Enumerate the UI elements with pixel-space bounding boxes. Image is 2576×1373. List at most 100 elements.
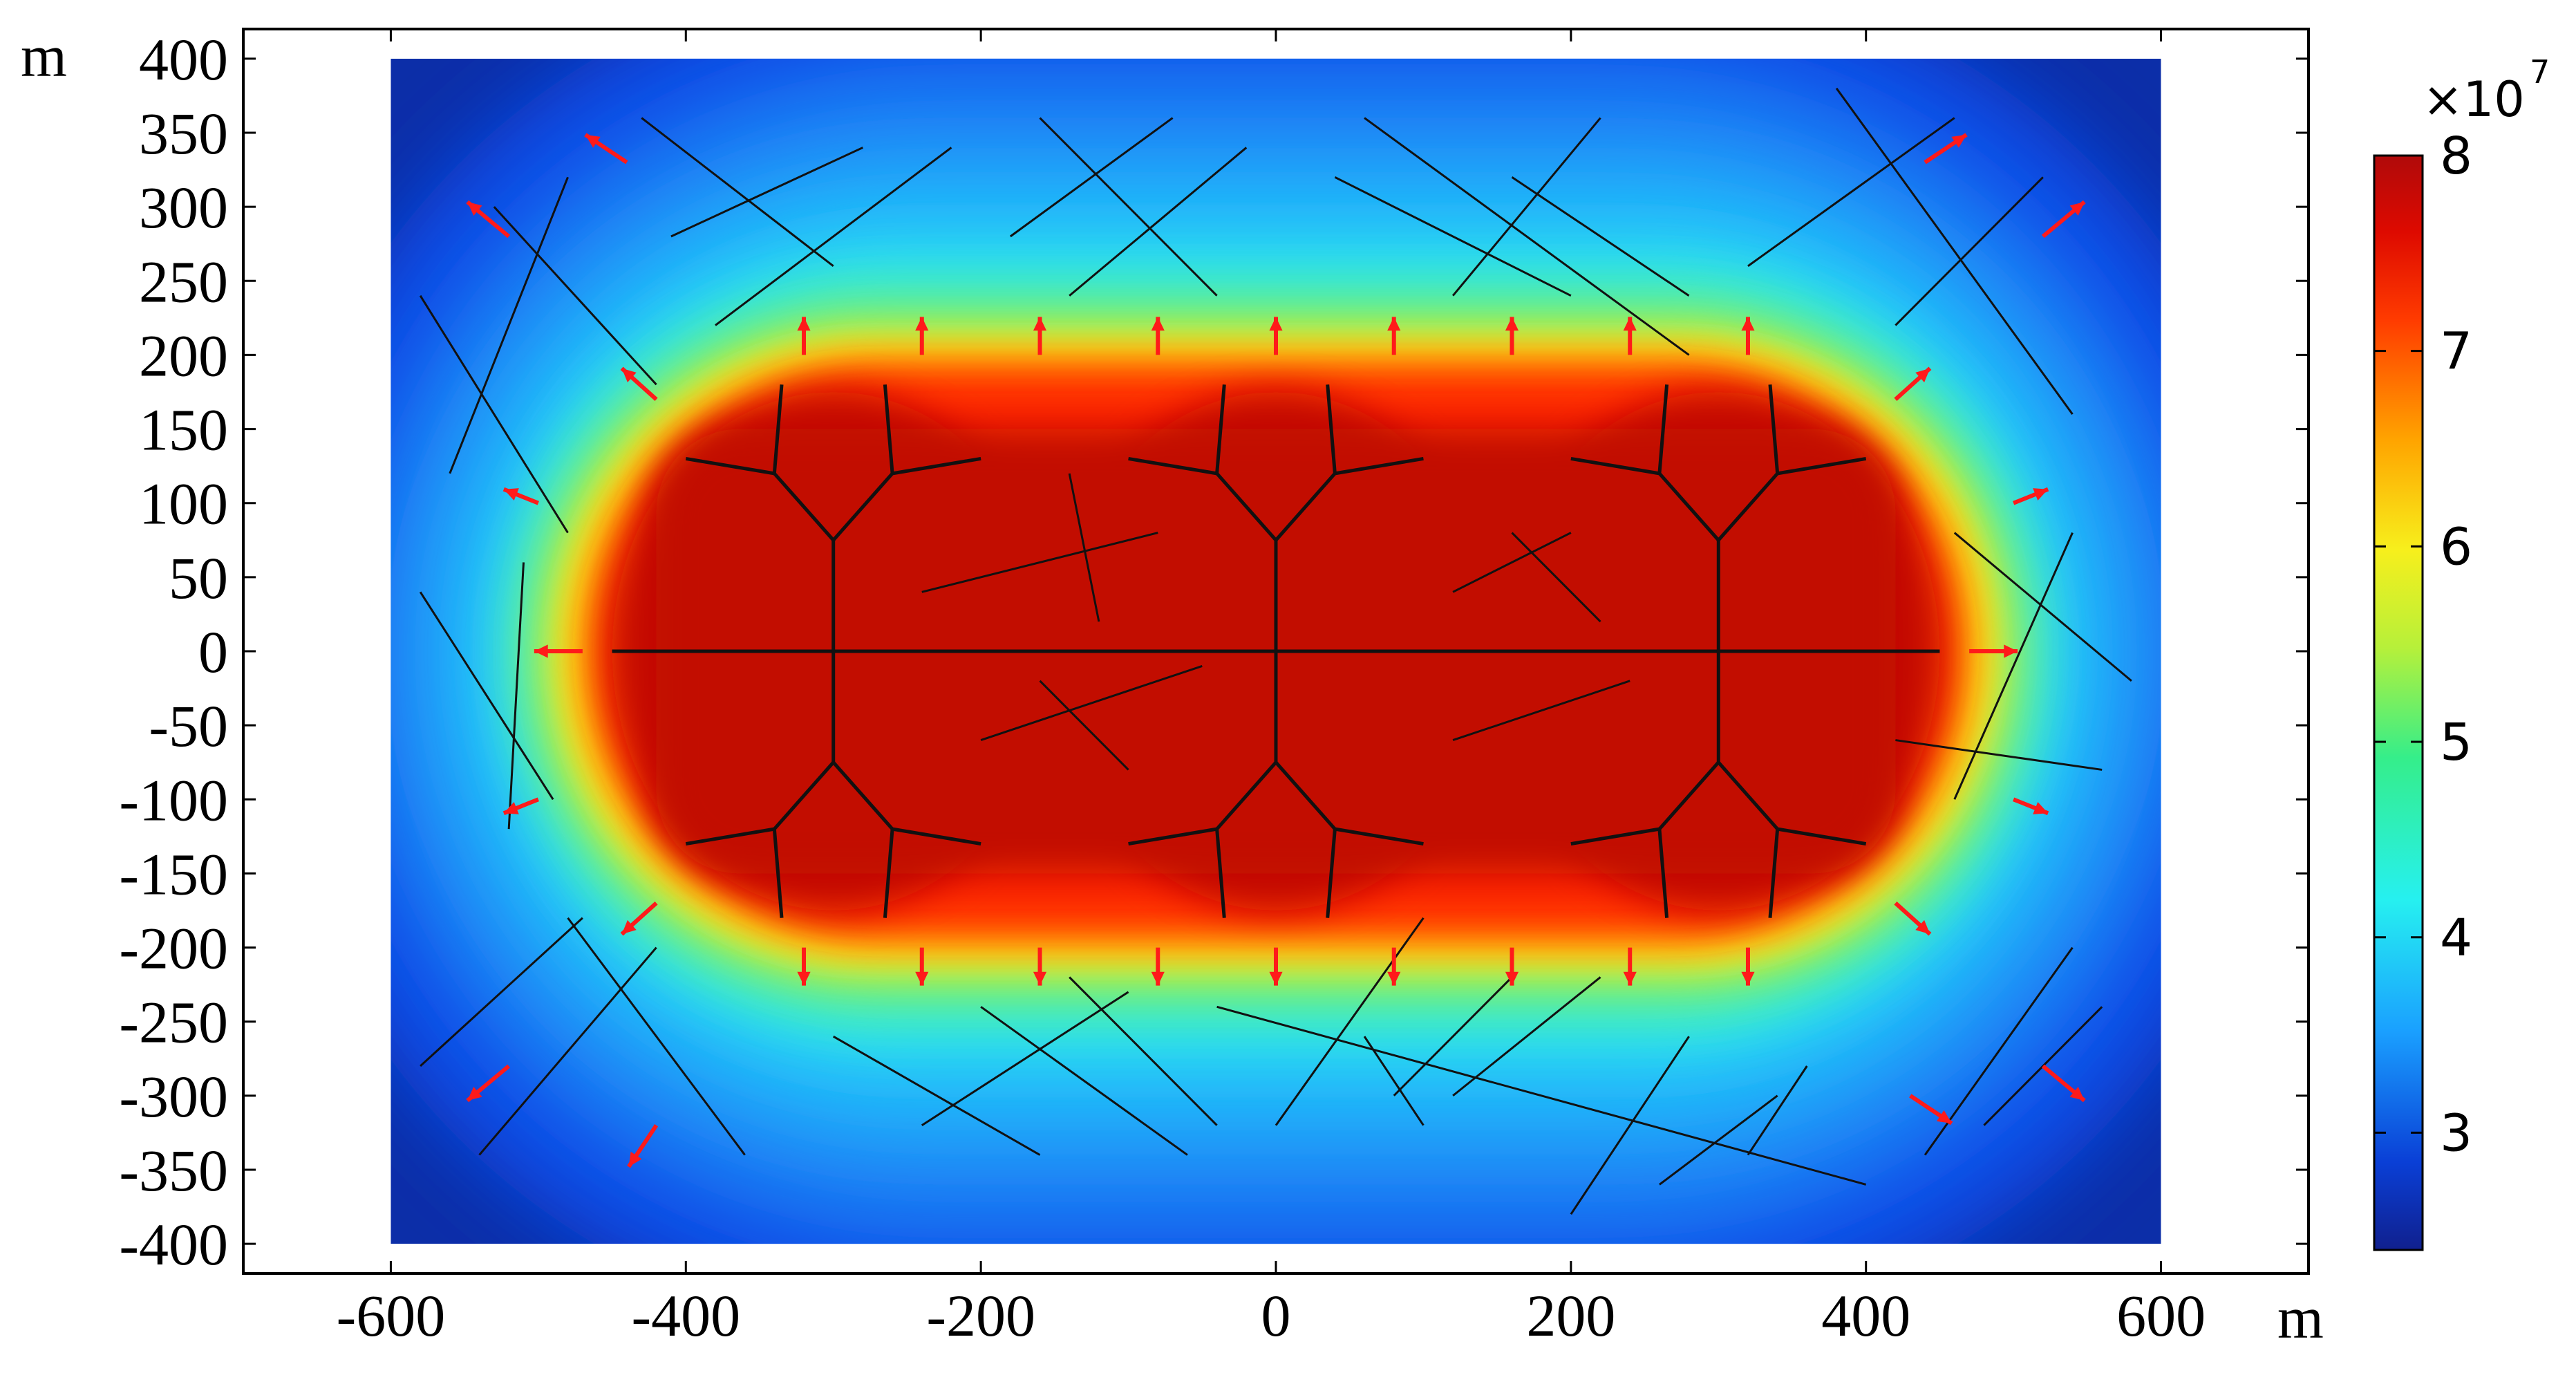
natural-fracture-11 [1451,117,1601,297]
natural-fracture-42 [1747,1065,1808,1156]
fracture-network [419,87,2132,1215]
arrow-diag-14 [627,1124,659,1168]
arrow-diag-7 [2013,797,2049,816]
tree-0-branch-r [831,761,894,830]
y-tick-label: 50 [169,545,228,611]
tree-1-twig-rr [1334,827,1424,846]
tree-1-twig-lv [1215,384,1226,474]
tree-2-twig-rr [1777,827,1867,846]
natural-fracture-6 [1009,117,1174,238]
natural-fracture-29 [567,917,746,1156]
tree-2-twig-lv [1657,828,1669,918]
tree-2-branch-r [1717,761,1779,830]
arrow-diag-5 [2013,487,2049,505]
natural-fracture-13 [1747,117,1955,268]
arrow-bottom-7 [1623,947,1637,986]
arrow-bottom-4 [1269,947,1283,986]
tree-0-twig-ll [685,456,775,476]
natural-fracture-38 [1216,1005,1867,1186]
tree-1-twig-lv [1215,828,1226,918]
x-tick-label: -600 [337,1282,446,1349]
natural-fracture-17 [1068,473,1100,622]
y-tick-label: -200 [119,915,228,982]
natural-fracture-30 [478,946,657,1156]
natural-fracture-24 [1953,532,2132,682]
arrow-diag-8 [466,200,511,239]
natural-fracture-28 [420,917,583,1067]
y-tick-label: -250 [119,989,228,1056]
natural-fracture-5 [715,147,952,326]
tree-2-branch-l [1658,472,1720,541]
natural-fracture-23 [1953,532,2074,800]
tree-0-branch-l [773,761,835,830]
y-axis-unit: m [21,23,67,89]
natural-fracture-41 [1659,1094,1778,1186]
natural-fracture-31 [832,1035,1041,1156]
arrow-top-4 [1269,317,1283,355]
tree-0-branch-l [773,472,835,541]
x-tick-label: 200 [1526,1282,1615,1349]
arrow-diag-12 [584,133,628,165]
tree-1-twig-rv [1326,384,1337,474]
arrow-top-8 [1741,317,1755,355]
natural-fracture-27 [507,562,525,830]
natural-fracture-1 [493,206,657,386]
arrow-bottom-5 [1387,947,1401,986]
arrow-diag-0 [620,366,658,401]
natural-fracture-34 [1069,976,1218,1126]
arrow-top-3 [1151,317,1165,355]
arrow-bottom-8 [1741,947,1755,986]
natural-fracture-40 [1570,1036,1690,1215]
arrow-diag-9 [2041,200,2086,239]
natural-fracture-35 [1275,917,1425,1126]
arrow-diag-4 [502,487,539,505]
tree-2-twig-ll [1570,456,1660,476]
y-tick-label: 400 [139,26,228,93]
arrow-diag-2 [620,902,658,936]
y-tick-label: 150 [139,397,228,463]
tree-0-twig-rr [892,827,981,846]
tree-1-branch-r [1275,472,1337,541]
arrow-top-0 [797,317,811,355]
natural-fracture-21 [1511,532,1601,623]
arrow-diag-10 [466,1064,511,1103]
natural-fracture-10 [1334,176,1572,297]
colorbar-ticks: 3 4 5 6 7 8 [2374,127,2472,1163]
tree-2-twig-rr [1777,456,1867,476]
natural-fracture-19 [1039,680,1129,771]
y-tick-label: -350 [119,1137,228,1204]
natural-fracture-22 [1452,680,1630,741]
arrow-diag-1 [1894,366,1932,401]
tree-2-twig-rv [1768,384,1780,474]
colorbar-tick-label: 4 [2440,908,2472,968]
x-tick-label: -200 [926,1282,1035,1349]
arrow-bottom-1 [915,947,929,986]
tree-1-twig-rr [1334,456,1424,476]
y-tick-label: -150 [119,841,228,907]
x-tick-label: -400 [631,1282,740,1349]
tree-0-twig-rv [883,384,894,474]
y-tick-label: -100 [119,767,228,833]
x-tick-label: 600 [2116,1282,2206,1349]
natural-fracture-2 [419,295,569,534]
y-tick-label: 0 [198,619,228,685]
natural-fracture-32 [921,991,1129,1126]
tree-2-twig-rv [1768,828,1780,918]
tree-0-twig-lv [772,384,784,474]
arrow-diag-13 [1924,133,1968,165]
arrow-bottom-0 [797,947,811,986]
natural-fracture-18 [980,665,1203,741]
colorbar-tick-label: 7 [2440,322,2472,382]
y-tick-label: -400 [119,1211,228,1278]
natural-fracture-8 [1069,147,1248,297]
arrow-diag-3 [1894,902,1932,936]
tree-2-branch-r [1717,472,1779,541]
colorbar-tick-label: 6 [2440,517,2472,577]
natural-fracture-12 [1511,176,1690,297]
tree-1-branch-r [1275,761,1337,830]
natural-fracture-25 [1895,739,2103,771]
colorbar-tick-label: 5 [2440,713,2472,772]
arrow-bottom-3 [1151,947,1165,986]
arrow-right [1969,644,2018,658]
y-tick-label: -50 [149,693,228,759]
